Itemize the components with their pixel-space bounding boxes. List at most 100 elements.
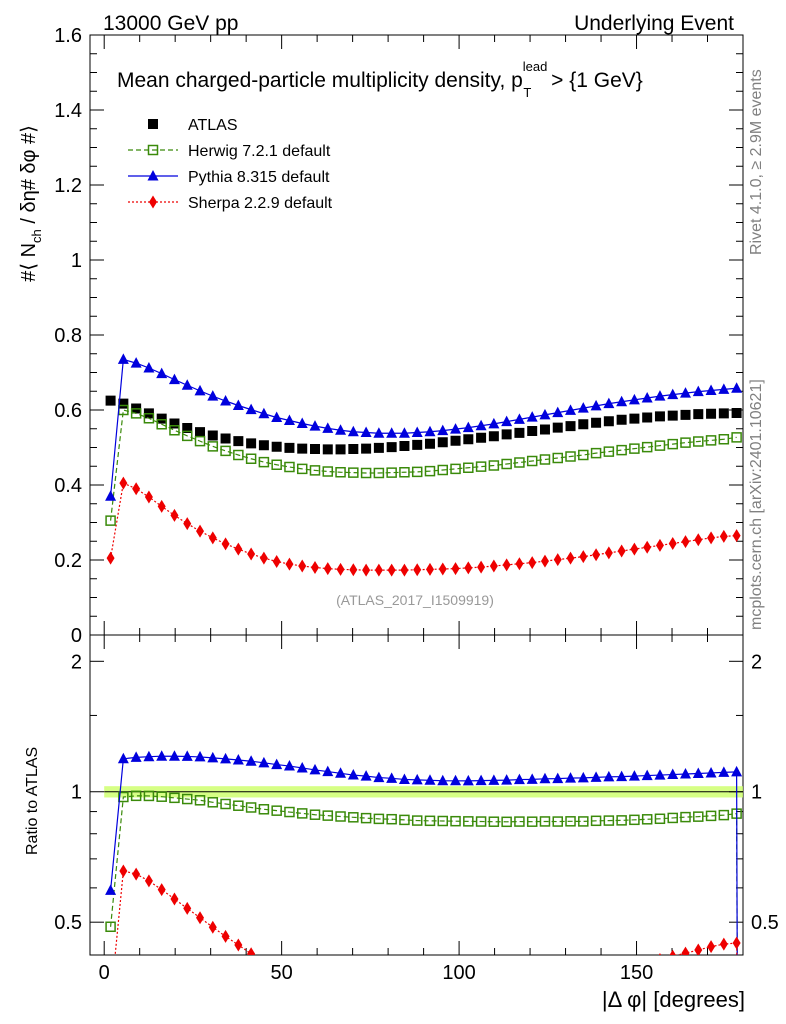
data-point-sherpa bbox=[668, 537, 677, 550]
ratio-point-herwig bbox=[399, 814, 410, 826]
data-point-pythia bbox=[475, 419, 487, 431]
ratio-point-pythia bbox=[296, 761, 308, 773]
data-point-sherpa bbox=[234, 542, 243, 556]
data-point-sherpa bbox=[592, 548, 601, 562]
ratio-point-sherpa bbox=[732, 936, 741, 950]
data-point-atlas bbox=[424, 438, 435, 449]
data-point-sherpa bbox=[285, 557, 294, 571]
data-point-atlas bbox=[348, 444, 359, 454]
data-point-atlas bbox=[642, 412, 653, 423]
ratio-point-herwig bbox=[105, 921, 116, 933]
data-point-sherpa bbox=[119, 476, 128, 490]
legend-marker-atlas bbox=[148, 119, 158, 129]
data-point-herwig bbox=[718, 434, 730, 445]
data-point-pythia bbox=[130, 357, 142, 368]
ratio-point-herwig bbox=[258, 804, 270, 815]
data-point-atlas bbox=[476, 432, 487, 443]
ratio-point-pythia bbox=[501, 774, 513, 785]
ratio-point-herwig bbox=[654, 813, 666, 825]
legend-marker-sherpa bbox=[149, 195, 157, 209]
data-point-herwig bbox=[526, 455, 538, 467]
x-tick-label: 0 bbox=[99, 962, 110, 984]
data-point-herwig bbox=[143, 413, 155, 424]
ratio-point-sherpa bbox=[170, 892, 179, 906]
data-point-atlas bbox=[552, 422, 563, 433]
side-label-mcplots: mcplots.cern.ch [arXiv:2401.10621] bbox=[748, 379, 765, 630]
data-point-herwig bbox=[181, 430, 193, 442]
data-point-herwig bbox=[322, 466, 334, 477]
header-right: Underlying Event bbox=[574, 12, 734, 35]
x-axis-label: |Δ φ| [degrees] bbox=[602, 987, 745, 1012]
data-point-atlas bbox=[706, 408, 717, 419]
data-point-atlas bbox=[335, 444, 346, 455]
ratio-point-herwig bbox=[463, 816, 474, 827]
data-point-sherpa bbox=[694, 533, 703, 547]
ratio-point-pythia bbox=[590, 771, 602, 782]
ratio-point-pythia bbox=[143, 750, 155, 762]
data-point-pythia bbox=[105, 490, 117, 501]
legend-marker-pythia bbox=[147, 170, 159, 181]
ratio-point-sherpa bbox=[592, 968, 600, 981]
ratio-point-sherpa bbox=[196, 911, 205, 925]
ratio-point-pythia bbox=[245, 755, 257, 766]
ratio-point-pythia bbox=[539, 772, 551, 784]
data-point-herwig bbox=[284, 461, 295, 473]
ratio-point-pythia bbox=[462, 774, 474, 786]
x-tick-label: 150 bbox=[620, 962, 653, 984]
data-point-atlas bbox=[118, 398, 129, 409]
data-point-herwig bbox=[539, 454, 551, 465]
data-point-atlas bbox=[258, 440, 269, 451]
ratio-point-herwig bbox=[386, 813, 397, 825]
data-point-atlas bbox=[412, 439, 423, 450]
data-point-atlas bbox=[399, 441, 410, 451]
ratio-point-pythia bbox=[194, 750, 206, 762]
ratio-point-sherpa bbox=[388, 985, 396, 998]
ratio-point-sherpa bbox=[541, 978, 549, 991]
data-point-pythia bbox=[360, 426, 372, 437]
ratio-point-pythia bbox=[680, 768, 692, 779]
ratio-point-pythia bbox=[335, 767, 347, 778]
data-point-atlas bbox=[667, 410, 678, 421]
ratio-point-sherpa bbox=[503, 983, 511, 996]
data-point-herwig bbox=[373, 467, 385, 479]
data-point-herwig bbox=[616, 444, 627, 456]
data-point-herwig bbox=[667, 438, 678, 450]
ratio-point-pythia bbox=[641, 769, 653, 781]
ratio-point-pythia bbox=[513, 773, 525, 785]
main-y-tick-label: 0.8 bbox=[54, 325, 82, 347]
data-point-sherpa bbox=[144, 490, 153, 504]
ratio-point-sherpa bbox=[658, 953, 662, 955]
data-point-pythia bbox=[462, 421, 474, 433]
ratio-y-axis-label: Ratio to ATLAS bbox=[24, 747, 41, 855]
ratio-point-pythia bbox=[705, 766, 717, 778]
data-point-pythia bbox=[245, 403, 257, 415]
ratio-point-pythia bbox=[105, 884, 117, 895]
ratio-point-pythia bbox=[718, 766, 730, 777]
data-point-sherpa bbox=[630, 542, 639, 556]
ratio-y-tick-label: 1 bbox=[71, 782, 82, 804]
data-point-herwig bbox=[271, 459, 282, 470]
data-point-herwig bbox=[335, 467, 346, 478]
data-point-pythia bbox=[692, 385, 704, 397]
data-point-herwig bbox=[603, 446, 615, 457]
data-point-atlas bbox=[373, 442, 384, 453]
ratio-point-pythia bbox=[322, 765, 334, 777]
ratio-point-sherpa bbox=[234, 938, 243, 952]
ratio-point-herwig bbox=[475, 816, 487, 827]
data-point-sherpa bbox=[719, 529, 728, 543]
ratio-point-sherpa bbox=[247, 947, 256, 955]
ratio-point-herwig bbox=[348, 812, 359, 823]
ratio-point-pythia bbox=[398, 773, 410, 784]
data-point-atlas bbox=[501, 429, 512, 440]
ratio-point-sherpa bbox=[426, 987, 434, 1000]
data-point-sherpa bbox=[425, 562, 434, 576]
data-point-herwig bbox=[245, 453, 257, 464]
ratio-point-herwig bbox=[194, 795, 206, 806]
data-point-sherpa bbox=[132, 482, 141, 496]
ratio-point-sherpa bbox=[605, 965, 613, 978]
data-point-sherpa bbox=[106, 551, 115, 565]
ratio-point-herwig bbox=[181, 793, 193, 805]
ratio-point-herwig bbox=[641, 814, 653, 825]
ratio-point-herwig bbox=[450, 815, 461, 827]
ratio-point-herwig bbox=[424, 815, 436, 827]
